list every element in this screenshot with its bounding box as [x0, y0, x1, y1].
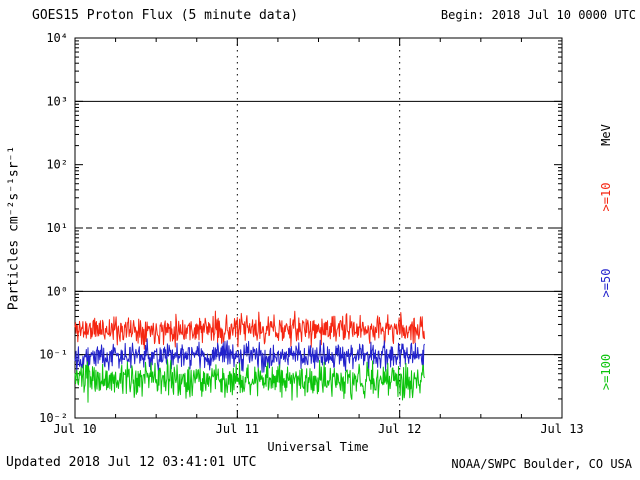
- x-tick-label: Jul 12: [378, 422, 421, 436]
- y-tick-label: 10¹: [46, 221, 68, 235]
- y-tick-label: 10⁻¹: [39, 348, 68, 362]
- x-tick-label: Jul 13: [540, 422, 583, 436]
- right-axis-unit-label: MeV: [599, 124, 613, 146]
- y-tick-label: 10³: [46, 94, 68, 108]
- chart-title: GOES15 Proton Flux (5 minute data): [32, 8, 299, 23]
- x-tick-label: Jul 10: [53, 422, 96, 436]
- updated-timestamp: Updated 2018 Jul 12 03:41:01 UTC: [6, 455, 257, 470]
- y-tick-label: 10²: [46, 158, 68, 172]
- series-line-50: [74, 338, 425, 373]
- credit-text: NOAA/SWPC Boulder, CO USA: [451, 457, 632, 471]
- legend-label-50: >=50: [599, 268, 613, 298]
- series-line-100: [74, 359, 425, 403]
- x-axis-label: Universal Time: [267, 440, 369, 454]
- y-tick-label: 10⁰: [46, 284, 68, 298]
- y-tick-label: 10⁴: [46, 31, 68, 45]
- begin-timestamp: Begin: 2018 Jul 10 0000 UTC: [440, 8, 636, 22]
- legend-label-10: >=10: [599, 182, 613, 212]
- series-line-10: [74, 310, 425, 350]
- x-tick-label: Jul 11: [216, 422, 259, 436]
- legend-label-100: >=100: [599, 353, 613, 391]
- y-tick-label: 10⁻²: [39, 411, 68, 425]
